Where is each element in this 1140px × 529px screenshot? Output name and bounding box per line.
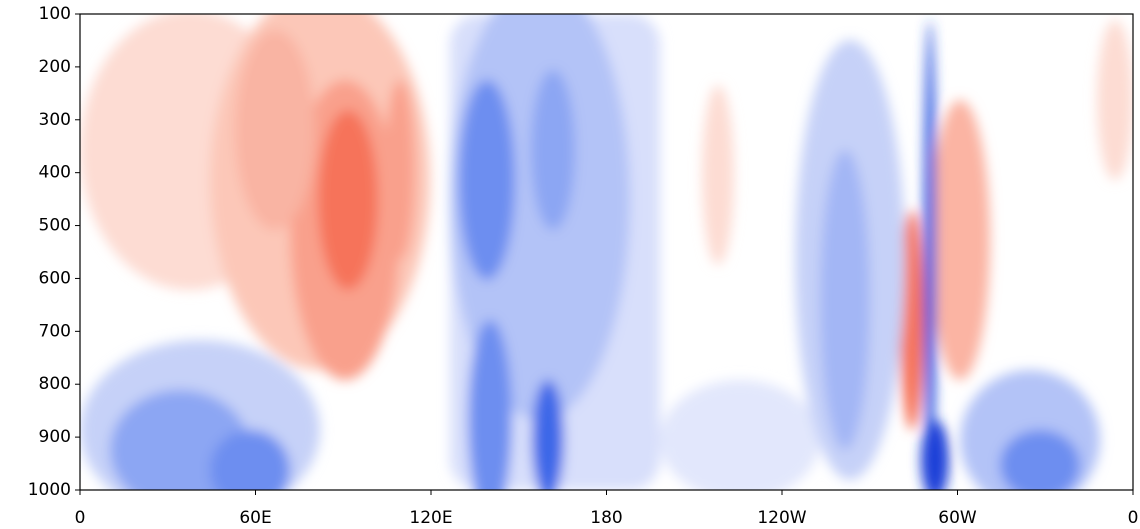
y-tick-label: 300 [39,110,71,130]
contour-region [235,30,315,230]
contour-region [532,380,564,490]
y-tick-label: 600 [39,268,71,288]
y-tick-label: 700 [39,321,71,341]
contour-region [468,320,512,490]
y-tick-label: 400 [39,163,71,183]
y-tick-label: 900 [39,427,71,447]
x-tick-label: 60E [239,508,271,528]
contour-region [531,70,575,230]
y-tick-label: 800 [39,374,71,394]
contour-region [1000,430,1080,490]
contour-region [1097,20,1133,180]
y-tick-label: 100 [39,4,71,24]
contour-region [385,80,415,260]
contour-region [921,420,949,490]
contour-region [900,210,924,430]
x-tick-label: 120E [409,508,452,528]
x-tick-label: 60W [938,508,977,528]
contour-region [318,110,378,290]
x-tick-label: 120W [757,508,806,528]
x-tick-label: 180 [590,508,622,528]
y-tick-label: 200 [39,57,71,77]
contour-region [924,20,936,490]
y-tick-label: 1000 [28,480,71,500]
y-tick-label: 500 [39,216,71,236]
x-tick-label: 0 [1128,508,1139,528]
contour-region [820,150,870,450]
contour-region [210,430,290,490]
contour-region [660,380,820,490]
contour-region [930,100,990,380]
contour-region [702,85,734,265]
contour-region [459,80,515,280]
contour-field [80,14,1133,490]
x-tick-label: 0 [75,508,86,528]
